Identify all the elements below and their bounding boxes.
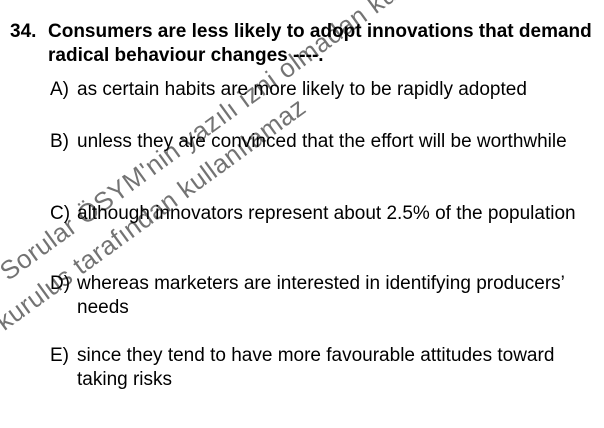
option-d-letter: D) [50, 273, 71, 294]
option-d-text: whereas marketers are interested in iden… [77, 273, 565, 318]
option-b-letter: B) [50, 131, 69, 152]
option-a-text: as certain habits are more likely to be … [77, 79, 527, 100]
option-a[interactable]: A) as certain habits are more likely to … [50, 78, 595, 102]
option-b-text: unless they are convinced that the effor… [77, 131, 567, 152]
option-b[interactable]: B) unless they are convinced that the ef… [50, 130, 595, 154]
question-stem: Consumers are less likely to adopt innov… [48, 21, 592, 66]
option-e[interactable]: E) since they tend to have more favourab… [50, 344, 595, 392]
option-c[interactable]: C) although innovators represent about 2… [50, 202, 595, 226]
option-e-text: since they tend to have more favourable … [77, 345, 555, 390]
option-a-letter: A) [50, 79, 69, 100]
option-e-letter: E) [50, 345, 69, 366]
question-number: 34. [10, 21, 37, 42]
option-d[interactable]: D) whereas marketers are interested in i… [50, 272, 595, 320]
option-c-text: although innovators represent about 2.5%… [77, 203, 576, 224]
option-c-letter: C) [50, 203, 71, 224]
